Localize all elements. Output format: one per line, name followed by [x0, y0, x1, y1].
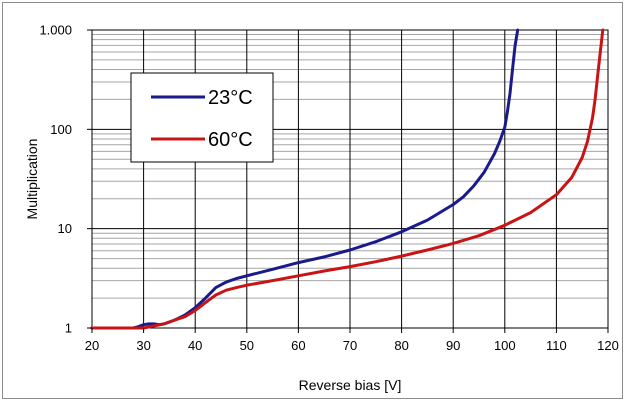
y-axis-label: Multiplication [24, 139, 40, 220]
x-tick-label: 100 [494, 338, 516, 353]
x-tick-label: 120 [597, 338, 619, 353]
x-tick-label: 40 [188, 338, 202, 353]
x-tick-label: 70 [343, 338, 357, 353]
x-axis-label: Reverse bias [V] [299, 377, 402, 393]
y-tick-label: 10 [58, 221, 72, 236]
legend: 23°C 60°C [130, 72, 274, 163]
series-line-red [90, 28, 605, 330]
legend-label: 23°C [208, 87, 253, 109]
y-tick-label: 1.000 [39, 23, 72, 38]
y-tick-label: 100 [50, 122, 72, 137]
y-tick-label: 1 [65, 321, 72, 336]
x-tick-label: 80 [394, 338, 408, 353]
x-tick-label: 50 [240, 338, 254, 353]
x-tick-label: 60 [291, 338, 305, 353]
series-lines [90, 28, 605, 330]
legend-box [130, 72, 274, 163]
x-tick-label: 30 [136, 338, 150, 353]
x-tick-label: 90 [446, 338, 460, 353]
y-axis-ticks: 1 10 100 1.000 [39, 23, 92, 336]
x-axis-ticks: 20 30 40 50 60 70 80 90 100 110 120 [85, 328, 619, 353]
chart-frame [2, 2, 623, 399]
x-tick-label: 20 [85, 338, 99, 353]
legend-label: 60°C [208, 129, 253, 151]
x-tick-label: 110 [546, 338, 567, 353]
